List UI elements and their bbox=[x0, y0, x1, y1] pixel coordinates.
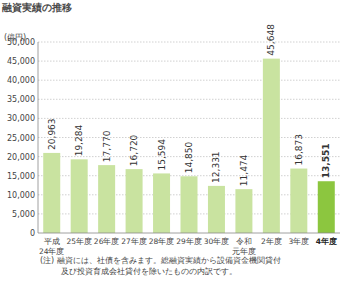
x-tick-label: 3年度 bbox=[288, 237, 309, 246]
bar bbox=[263, 59, 280, 233]
note: 及び投資育成会社貸付を除いたものの内訳です。 bbox=[61, 267, 237, 276]
x-tick-line: 24年度 bbox=[39, 247, 65, 256]
x-tick-label: 平成24年度 bbox=[39, 237, 65, 256]
bar bbox=[153, 173, 170, 233]
note: (注) 融資には、社債を含みます。総融資実績から設備資金機関貸付 bbox=[40, 256, 281, 265]
data-label: 20,963 bbox=[47, 118, 57, 150]
bar bbox=[235, 189, 252, 233]
grid-line bbox=[38, 61, 340, 62]
x-tick-label: 25年度 bbox=[66, 237, 92, 246]
grid-line bbox=[38, 118, 340, 119]
bars bbox=[43, 59, 335, 233]
data-label: 15,594 bbox=[157, 139, 167, 171]
data-label: 13,551 bbox=[321, 144, 331, 179]
x-tick-line: 27年度 bbox=[121, 237, 147, 246]
x-tick-line: 令和 bbox=[236, 237, 252, 246]
x-tick-label: 26年度 bbox=[94, 237, 120, 246]
x-tick-line: 3年度 bbox=[288, 237, 309, 246]
y-tick-label: 35,000 bbox=[7, 95, 35, 104]
x-tick-line: 28年度 bbox=[149, 237, 175, 246]
grid-line bbox=[38, 80, 340, 81]
x-tick-line: 平成 bbox=[44, 237, 60, 246]
x-tick-line: 30年度 bbox=[204, 237, 230, 246]
title: 融資実績の推移 bbox=[2, 2, 72, 14]
x-tick-label: 2年度 bbox=[261, 237, 282, 246]
bar bbox=[98, 165, 115, 233]
y-tick-label: 0 bbox=[30, 229, 35, 238]
y-tick-label: 40,000 bbox=[7, 76, 35, 85]
y-tick-label: 10,000 bbox=[7, 191, 35, 200]
x-tick-line: 2年度 bbox=[261, 237, 282, 246]
bar bbox=[318, 181, 335, 233]
x-tick-label: 4年度 bbox=[316, 236, 337, 246]
y-tick-label: 30,000 bbox=[7, 114, 35, 123]
bar bbox=[208, 186, 225, 233]
data-label: 14,850 bbox=[184, 142, 194, 174]
y-tick-label: 15,000 bbox=[7, 172, 35, 181]
x-tick-line: 4年度 bbox=[316, 236, 337, 246]
data-label: 16,720 bbox=[129, 134, 139, 166]
y-axis bbox=[38, 42, 39, 233]
y-tick-label: 25,000 bbox=[7, 134, 35, 143]
bar bbox=[71, 159, 88, 233]
x-tick-label: 29年度 bbox=[176, 237, 202, 246]
data-label: 19,284 bbox=[74, 125, 84, 157]
data-label: 17,770 bbox=[102, 130, 112, 162]
x-tick-line: 25年度 bbox=[66, 237, 92, 246]
bar bbox=[126, 169, 143, 233]
y-tick-label: 50,000 bbox=[7, 38, 35, 47]
x-tick-line: 26年度 bbox=[94, 237, 120, 246]
bar bbox=[181, 176, 198, 233]
y-tick-label: 45,000 bbox=[7, 57, 35, 66]
data-label: 16,873 bbox=[294, 134, 304, 166]
x-axis bbox=[38, 233, 340, 234]
grid-line bbox=[38, 99, 340, 100]
y-tick-label: 20,000 bbox=[7, 153, 35, 162]
x-tick-line: 29年度 bbox=[176, 237, 202, 246]
bar bbox=[290, 169, 307, 233]
chart: 融資実績の推移(億円)05,00010,00015,00020,00025,00… bbox=[0, 0, 344, 292]
bar bbox=[43, 153, 60, 233]
grid-line bbox=[38, 42, 340, 43]
x-tick-label: 27年度 bbox=[121, 237, 147, 246]
data-label: 11,474 bbox=[239, 154, 249, 186]
data-label: 12,331 bbox=[211, 151, 221, 183]
x-tick-line: 元年度 bbox=[232, 247, 256, 256]
x-tick-label: 28年度 bbox=[149, 237, 175, 246]
y-tick-label: 5,000 bbox=[12, 210, 35, 219]
x-tick-label: 30年度 bbox=[204, 237, 230, 246]
data-label: 45,648 bbox=[266, 24, 276, 56]
x-tick-label: 令和元年度 bbox=[232, 237, 256, 256]
